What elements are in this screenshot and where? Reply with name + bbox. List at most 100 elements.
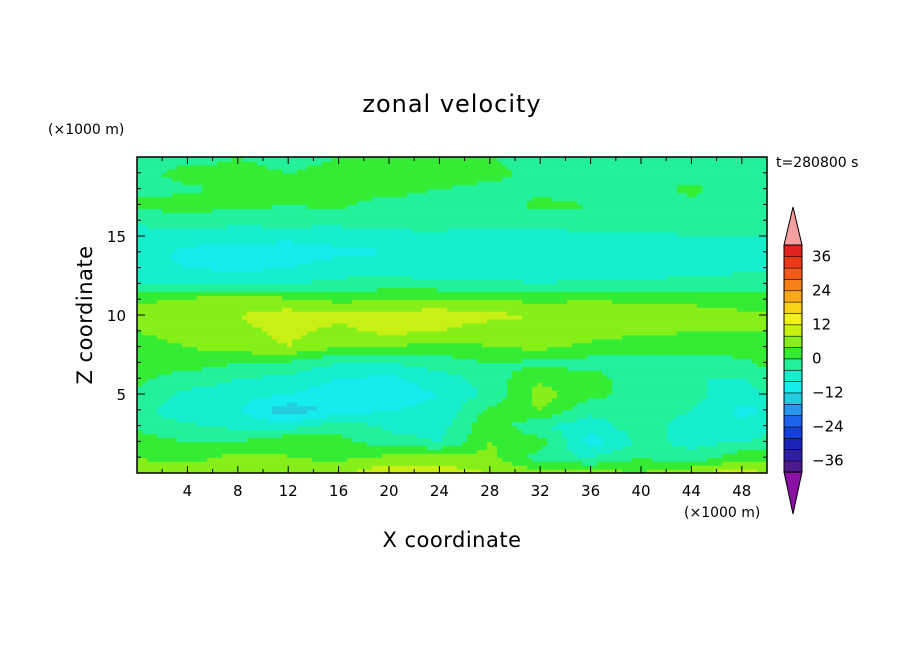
heatmap-cell	[597, 354, 603, 360]
heatmap-cell	[162, 409, 168, 415]
heatmap-cell	[507, 405, 513, 411]
heatmap-cell	[342, 318, 348, 324]
heatmap-cell	[352, 330, 358, 336]
heatmap-cell	[387, 362, 393, 367]
heatmap-cell	[352, 421, 358, 427]
heatmap-cell	[182, 405, 188, 411]
heatmap-cell	[327, 338, 333, 344]
heatmap-cell	[472, 315, 478, 320]
heatmap-cell	[642, 453, 648, 458]
heatmap-cell	[247, 326, 253, 332]
heatmap-cell	[662, 433, 668, 439]
heatmap-cell	[512, 330, 518, 336]
heatmap-cell	[347, 334, 353, 340]
heatmap-cell	[147, 441, 153, 446]
heatmap-cell	[207, 401, 213, 407]
heatmap-cell	[752, 362, 758, 367]
heatmap-cell	[462, 445, 468, 450]
heatmap-cell	[652, 401, 658, 407]
heatmap-cell	[392, 318, 398, 324]
heatmap-cell	[407, 405, 413, 411]
heatmap-cell	[242, 433, 248, 439]
heatmap-cell	[682, 417, 688, 423]
heatmap-cell	[682, 401, 688, 407]
heatmap-cell	[417, 449, 423, 454]
heatmap-cell	[222, 326, 228, 332]
heatmap-cell	[192, 346, 198, 352]
heatmap-cell	[452, 413, 458, 419]
heatmap-cell	[592, 461, 598, 466]
heatmap-cell	[467, 350, 473, 356]
heatmap-cell	[737, 453, 743, 458]
chart-title: zonal velocity	[362, 90, 541, 118]
heatmap-cell	[647, 370, 653, 375]
heatmap-cell	[282, 453, 288, 458]
heatmap-cell	[287, 429, 293, 435]
heatmap-cell	[657, 417, 663, 423]
heatmap-cell	[442, 330, 448, 336]
heatmap-cell	[372, 394, 378, 399]
heatmap-cell	[727, 417, 733, 423]
heatmap-cell	[202, 370, 208, 375]
heatmap-cell	[617, 346, 623, 352]
heatmap-cell	[282, 382, 288, 387]
heatmap-cell	[137, 330, 143, 336]
heatmap-cell	[672, 382, 678, 387]
heatmap-cell	[722, 366, 728, 371]
heatmap-cell	[437, 425, 443, 431]
heatmap-cell	[182, 370, 188, 375]
heatmap-cell	[267, 405, 273, 411]
heatmap-cell	[167, 346, 173, 352]
heatmap-cell	[637, 374, 643, 379]
heatmap-cell	[757, 449, 763, 454]
heatmap-cell	[392, 354, 398, 360]
heatmap-cell	[552, 370, 558, 375]
heatmap-cell	[312, 449, 318, 454]
heatmap-cell	[192, 425, 198, 431]
heatmap-cell	[762, 318, 767, 324]
heatmap-cell	[582, 326, 588, 332]
heatmap-cell	[252, 334, 258, 340]
heatmap-cell	[317, 390, 323, 395]
heatmap-cell	[382, 322, 388, 328]
heatmap-cell	[762, 461, 767, 466]
heatmap-cell	[427, 346, 433, 352]
heatmap-cell	[502, 433, 508, 439]
heatmap-cell	[392, 326, 398, 332]
heatmap-cell	[267, 453, 273, 458]
heatmap-cell	[587, 397, 593, 403]
heatmap-cell	[237, 378, 243, 383]
heatmap-cell	[532, 315, 538, 320]
heatmap-cell	[602, 374, 608, 379]
heatmap-cell	[197, 342, 203, 348]
heatmap-cell	[577, 330, 583, 336]
heatmap-cell	[227, 394, 233, 399]
heatmap-cell	[342, 397, 348, 403]
heatmap-cell	[517, 441, 523, 446]
heatmap-cell	[377, 425, 383, 431]
heatmap-cell	[427, 445, 433, 450]
heatmap-cell	[447, 346, 453, 352]
heatmap-cell	[647, 386, 653, 391]
heatmap-cell	[152, 350, 158, 356]
heatmap-cell	[672, 413, 678, 419]
heatmap-cell	[627, 469, 633, 473]
heatmap-cell	[487, 453, 493, 458]
heatmap-cell	[182, 469, 188, 473]
heatmap-cell	[232, 342, 238, 348]
heatmap-cell	[697, 433, 703, 439]
heatmap-cell	[247, 429, 253, 435]
heatmap-cell	[737, 390, 743, 395]
heatmap-cell	[252, 397, 258, 403]
heatmap-cell	[202, 465, 208, 470]
heatmap-cell	[392, 413, 398, 419]
heatmap-cell	[597, 441, 603, 446]
heatmap-cell	[757, 453, 763, 458]
heatmap-cell	[462, 390, 468, 395]
heatmap-cell	[597, 465, 603, 470]
heatmap-cell	[312, 390, 318, 395]
heatmap-cell	[317, 330, 323, 336]
heatmap-cell	[647, 449, 653, 454]
heatmap-cell	[717, 390, 723, 395]
heatmap-cell	[742, 449, 748, 454]
